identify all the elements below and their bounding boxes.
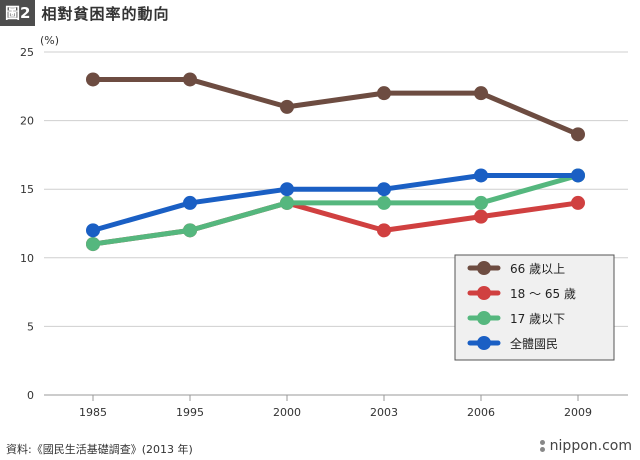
- x-tick-label: 1995: [176, 406, 204, 419]
- data-point: [183, 72, 197, 87]
- data-point: [571, 195, 585, 210]
- series-line: [90, 172, 581, 247]
- data-point: [280, 195, 294, 210]
- legend-swatch-dot: [477, 336, 491, 350]
- x-tick-label: 2006: [467, 406, 495, 419]
- figure-title: 相對貧困率的動向: [41, 4, 170, 23]
- x-tick-label: 2000: [273, 406, 301, 419]
- y-tick-label: 5: [27, 320, 34, 333]
- legend-item: 全體國民: [467, 336, 558, 351]
- data-point: [86, 72, 100, 87]
- data-point: [86, 223, 100, 238]
- data-point: [183, 223, 197, 238]
- legend-swatch-dot: [477, 261, 491, 275]
- brand-dots-icon: [539, 440, 547, 452]
- y-tick-label: 10: [20, 252, 34, 265]
- series-group: [86, 72, 585, 252]
- y-axis-unit-label: (%): [40, 34, 59, 47]
- brand-name: nippon.com: [549, 438, 632, 454]
- data-point: [86, 237, 100, 252]
- legend-item: 66 歲以上: [467, 261, 565, 276]
- legend-swatch-dot: [477, 311, 491, 325]
- data-point: [377, 223, 391, 238]
- legend-swatch-dot: [477, 286, 491, 300]
- legend-label: 18 ～ 65 歲: [510, 287, 576, 301]
- data-point: [183, 195, 197, 210]
- y-tick-label: 20: [20, 115, 34, 128]
- data-point: [474, 86, 488, 101]
- legend-label: 全體國民: [510, 336, 558, 351]
- x-tick-label: 2009: [564, 406, 592, 419]
- x-tick-label: 2003: [370, 406, 398, 419]
- data-point: [571, 168, 585, 183]
- series-line: [90, 172, 581, 233]
- series-1: [86, 72, 585, 142]
- source-note: 資料:《國民生活基礎調查》(2013 年): [6, 443, 193, 456]
- grid-lines: [44, 51, 628, 396]
- data-point: [377, 182, 391, 197]
- y-tick-label: 25: [20, 46, 34, 59]
- series-4: [86, 168, 585, 238]
- series-line: [90, 76, 581, 137]
- y-tick-label: 0: [27, 389, 34, 402]
- data-point: [280, 182, 294, 197]
- data-point: [474, 209, 488, 224]
- y-axis-ticks: 0 5 10 15 20 25: [20, 46, 34, 402]
- legend-label: 17 歲以下: [510, 312, 565, 326]
- figure-number-tag: 圖2: [0, 0, 36, 26]
- x-axis: 1985 1995 2000 2003 2006 2009: [79, 395, 592, 419]
- legend-item: 17 歲以下: [467, 311, 565, 326]
- legend-item: 18 ～ 65 歲: [467, 286, 576, 301]
- figure-header: 圖2 相對貧困率的動向: [0, 0, 169, 26]
- data-point: [474, 195, 488, 210]
- data-point: [377, 195, 391, 210]
- data-point: [377, 86, 391, 101]
- data-point: [571, 127, 585, 142]
- data-point: [474, 168, 488, 183]
- y-tick-label: 15: [20, 183, 34, 196]
- x-tick-label: 1985: [79, 406, 107, 419]
- brand-logo: nippon.com: [539, 438, 632, 454]
- data-point: [280, 99, 294, 114]
- legend-label: 66 歲以上: [510, 262, 565, 276]
